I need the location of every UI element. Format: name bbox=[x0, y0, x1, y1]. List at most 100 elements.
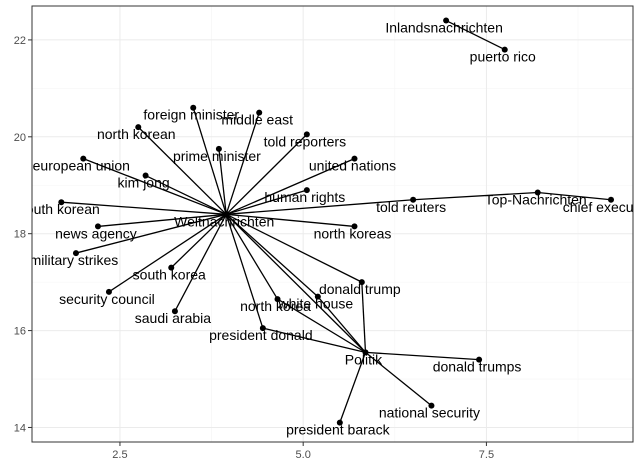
node-label-middle-east: middle east bbox=[221, 112, 293, 128]
node-human-rights bbox=[303, 187, 310, 194]
edge-weltnachrichten-told-reporters bbox=[225, 133, 308, 215]
node-north-koreas bbox=[351, 223, 358, 230]
edges-group bbox=[61, 19, 612, 423]
node-label-north-korea: north korea bbox=[240, 298, 311, 314]
y-tick-label: 22 bbox=[14, 35, 26, 47]
edge-weltnachrichten-north-koreas bbox=[226, 213, 355, 228]
node-label-told-reporters: told reporters bbox=[264, 133, 346, 149]
edge-weltnachrichten-united-nations bbox=[225, 158, 355, 215]
x-tick-label: 2.5 bbox=[112, 449, 127, 461]
panel-border bbox=[31, 5, 634, 443]
node-label-politik: Politik bbox=[345, 351, 383, 367]
node-label-saudi-arabia: saudi arabia bbox=[135, 310, 211, 326]
edge-weltnachrichten-middle-east bbox=[225, 112, 260, 215]
axis-ticks: 2.5 5.0 7.5 14 16 18 20 22 bbox=[14, 35, 494, 461]
node-label-human-rights: human rights bbox=[264, 189, 345, 205]
node-label-told-reuters: told reuters bbox=[376, 199, 446, 215]
edge-politik-president-donald bbox=[262, 327, 366, 354]
node-label-puerto-rico: puerto rico bbox=[470, 49, 536, 65]
edge-weltnachrichten-foreign-minister bbox=[192, 107, 227, 215]
node-labels-group: Weltnachrichten Politik Inlandsnachrichten… bbox=[19, 20, 640, 438]
node-prime-minister bbox=[215, 145, 222, 152]
node-label-security-council: security council bbox=[59, 291, 155, 307]
node-president-donald bbox=[259, 325, 266, 332]
node-politik bbox=[362, 349, 369, 356]
node-security-council bbox=[105, 288, 112, 295]
edge-weltnachrichten-told-reuters bbox=[226, 199, 414, 215]
node-label-foreign-minister: foreign minister bbox=[143, 107, 239, 123]
edge-weltnachrichten-north-korean bbox=[137, 126, 227, 215]
node-weltnachrichten bbox=[223, 211, 230, 218]
node-top-nachrichten bbox=[534, 189, 541, 196]
node-label-inlandsnachrichten: Inlandsnachrichten bbox=[385, 20, 503, 36]
node-label-united-nations: united nations bbox=[309, 158, 396, 174]
edge-weltnachrichten-donald-trump bbox=[225, 213, 363, 283]
node-national-security bbox=[428, 402, 435, 409]
node-label-donald-trump: donald trump bbox=[319, 281, 401, 297]
node-label-national-security: national security bbox=[379, 405, 480, 421]
edge-weltnachrichten-military-strikes bbox=[75, 213, 227, 254]
node-white-house bbox=[314, 293, 321, 300]
node-north-korea bbox=[274, 296, 281, 303]
node-united-nations bbox=[351, 155, 358, 162]
edge-politik-donald-trumps bbox=[365, 351, 480, 361]
edge-weltnachrichten-prime-minister bbox=[218, 148, 227, 215]
node-label-european-union: european union bbox=[33, 158, 130, 174]
y-tick-label: 20 bbox=[14, 132, 26, 144]
node-label-president-donald: president donald bbox=[209, 327, 313, 343]
node-told-reporters bbox=[303, 131, 310, 138]
node-donald-trump bbox=[358, 279, 365, 286]
edge-top-nachrichten-chief-executive bbox=[537, 191, 612, 201]
node-label-donald-trumps: donald trumps bbox=[433, 359, 522, 375]
node-label-military-strikes: military strikes bbox=[30, 252, 119, 268]
edge-inlandsnachrichten-puerto-rico bbox=[445, 19, 506, 51]
edge-top-nachrichten-told-reuters bbox=[413, 191, 538, 201]
edge-weltnachrichten-kim-jong bbox=[145, 174, 227, 215]
node-south-korea bbox=[168, 264, 175, 271]
edge-weltnachrichten-news-agency bbox=[97, 213, 227, 228]
node-label-top-nachrichten: Top-Nachrichten bbox=[485, 192, 587, 208]
node-european-union bbox=[80, 155, 87, 162]
node-saudi-arabia bbox=[171, 308, 178, 315]
node-foreign-minister bbox=[190, 104, 197, 111]
node-label-news-agency: news agency bbox=[55, 225, 137, 241]
y-tick-label: 16 bbox=[14, 326, 26, 338]
edge-weltnachrichten-saudi-arabia bbox=[174, 214, 227, 312]
edge-politik-white-house bbox=[317, 296, 366, 353]
edge-weltnachrichten-security-council bbox=[108, 213, 227, 293]
node-told-reuters bbox=[410, 196, 417, 203]
edge-weltnachrichten-president-donald bbox=[225, 214, 264, 329]
node-label-white-house: white house bbox=[277, 296, 353, 312]
edge-politik-national-security bbox=[365, 351, 432, 407]
node-label-prime-minister: prime minister bbox=[173, 148, 261, 164]
edge-politik-north-korea bbox=[277, 298, 366, 353]
node-label-south-korea: south korea bbox=[133, 267, 206, 283]
node-news-agency bbox=[94, 223, 101, 230]
node-label-north-korean: north korean bbox=[97, 126, 176, 142]
grid-lines bbox=[32, 6, 633, 442]
y-tick-label: 18 bbox=[14, 229, 26, 241]
edge-weltnachrichten-politik bbox=[225, 213, 366, 353]
edge-politik-donald-trump bbox=[361, 282, 367, 353]
node-label-south-korean: south korean bbox=[19, 201, 100, 217]
node-kim-jong bbox=[142, 172, 149, 179]
edge-weltnachrichten-white-house bbox=[225, 213, 319, 298]
nodes-group bbox=[58, 17, 615, 426]
edge-weltnachrichten-north-korea bbox=[225, 213, 279, 300]
node-label-kim-jong: kim jong bbox=[118, 175, 170, 191]
x-tick-label: 5.0 bbox=[296, 449, 311, 461]
node-label-chief-executive: chief executive bbox=[563, 199, 640, 215]
edge-weltnachrichten-european-union bbox=[83, 157, 227, 215]
node-president-barack bbox=[336, 419, 343, 426]
node-south-korean bbox=[58, 199, 65, 206]
edge-weltnachrichten-south-korea bbox=[170, 213, 227, 269]
y-tick-label: 14 bbox=[14, 422, 26, 434]
edge-weltnachrichten-south-korean bbox=[61, 201, 227, 215]
edge-weltnachrichten-human-rights bbox=[226, 189, 308, 215]
node-puerto-rico bbox=[501, 46, 508, 53]
x-tick-label: 7.5 bbox=[479, 449, 494, 461]
node-label-weltnachrichten: Weltnachrichten bbox=[174, 213, 274, 229]
edge-politik-president-barack bbox=[339, 352, 367, 423]
